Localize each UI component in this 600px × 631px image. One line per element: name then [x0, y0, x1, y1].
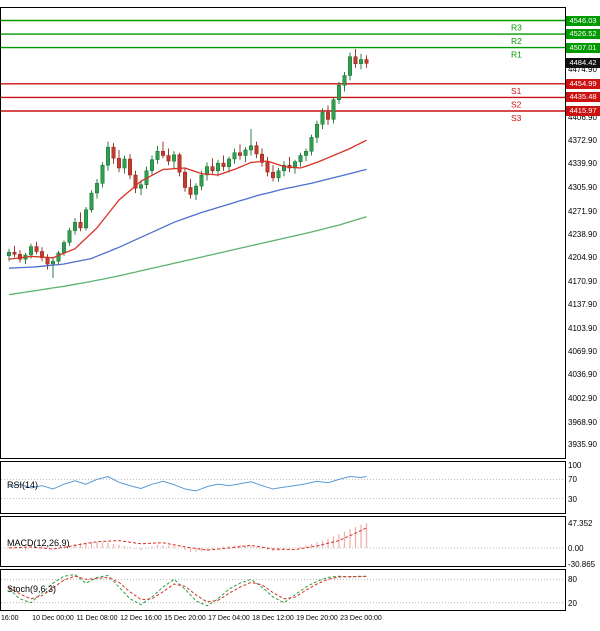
resistance-price-badge: 4526.52	[566, 29, 600, 40]
support-price-badge: 4454.99	[566, 78, 600, 89]
price-tick-label: 4406.90	[568, 112, 597, 122]
price-tick-label: 4372.90	[568, 136, 597, 146]
time-tick-label: 12 Dec 16:00	[120, 615, 162, 622]
support-price-badge: 4415.97	[566, 105, 600, 116]
resistance-label: R3	[511, 23, 522, 33]
stoch-panel[interactable]: Stoch(9,6,3)	[0, 569, 566, 611]
price-axis: 4474.90 4406.90 4372.90 4339.90 4305.90 4271.…	[566, 0, 600, 631]
support-label: S3	[511, 113, 522, 123]
macd-axis-label: 47.352	[568, 518, 593, 528]
stoch-plot[interactable]	[1, 570, 565, 610]
time-tick-label: 17 Dec 04:00	[208, 615, 250, 622]
time-tick-label: 19 Dec 20:00	[296, 615, 338, 622]
price-tick-label: 3935.90	[568, 440, 597, 450]
price-tick-label: 4137.90	[568, 299, 597, 309]
price-tick-label: 4204.90	[568, 253, 597, 263]
resistance-label: R1	[511, 50, 522, 60]
resistance-price-badge: 4507.01	[566, 42, 600, 53]
support-label: S1	[511, 86, 522, 96]
time-tick-label: 15 Dec 20:00	[164, 615, 206, 622]
time-tick-label: 11 Dec 08:00	[76, 615, 118, 622]
price-tick-label: 3968.90	[568, 417, 597, 427]
main-price-panel[interactable]: R3 R2 R1 S1 S2 S3	[0, 7, 566, 459]
support-price-badge: 4435.48	[566, 92, 600, 103]
price-tick-label: 4474.90	[568, 65, 597, 75]
price-tick-label: 4036.90	[568, 370, 597, 380]
price-tick-label: 4238.90	[568, 229, 597, 239]
macd-plot[interactable]	[1, 517, 565, 566]
macd-histogram	[8, 523, 368, 553]
macd-indicator-label: MACD(12,26,9)	[7, 538, 70, 548]
rsi-axis-label: 30	[568, 494, 577, 504]
pivot-lines: R3 R2 R1 S1 S2 S3	[1, 19, 565, 123]
candlestick-plot[interactable]: R3 R2 R1 S1 S2 S3	[1, 8, 565, 458]
macd-panel[interactable]: MACD(12,26,9)	[0, 516, 566, 567]
rsi-axis-label: 70	[568, 475, 577, 485]
stoch-axis-label: 80	[568, 575, 577, 585]
candles-group	[7, 49, 369, 278]
macd-axis-label: -30.865	[568, 560, 596, 570]
resistance-price-badge: 4546.03	[566, 15, 600, 26]
price-tick-label: 4305.90	[568, 183, 597, 193]
rsi-plot[interactable]	[1, 462, 565, 513]
resistance-label: R2	[511, 36, 522, 46]
price-tick-label: 4069.90	[568, 347, 597, 357]
stoch-axis-label: 20	[568, 598, 577, 608]
moving-averages	[8, 139, 367, 296]
time-tick-label: 23 Dec 00:00	[340, 615, 382, 622]
time-tick-label: 10 Dec 00:00	[32, 615, 74, 622]
support-label: S2	[511, 99, 522, 109]
price-tick-label: 4271.90	[568, 206, 597, 216]
current-price-badge: 4484.42	[566, 58, 600, 69]
time-axis: 16:00 10 Dec 00:00 11 Dec 08:00 12 Dec 16:0…	[0, 611, 600, 629]
macd-axis-label: 0.00	[568, 544, 584, 553]
time-tick-label: 16:00	[1, 615, 19, 622]
price-tick-label: 4339.90	[568, 159, 597, 169]
time-tick-label: 18 Dec 12:00	[252, 615, 294, 622]
rsi-indicator-label: RSI(14)	[7, 480, 39, 490]
rsi-axis-label: 100	[568, 461, 582, 470]
price-tick-label: 4170.90	[568, 276, 597, 286]
rsi-panel[interactable]: RSI(14)	[0, 461, 566, 514]
price-tick-label: 4002.90	[568, 393, 597, 403]
stoch-indicator-label: Stoch(9,6,3)	[7, 584, 57, 594]
price-tick-label: 4103.90	[568, 323, 597, 333]
